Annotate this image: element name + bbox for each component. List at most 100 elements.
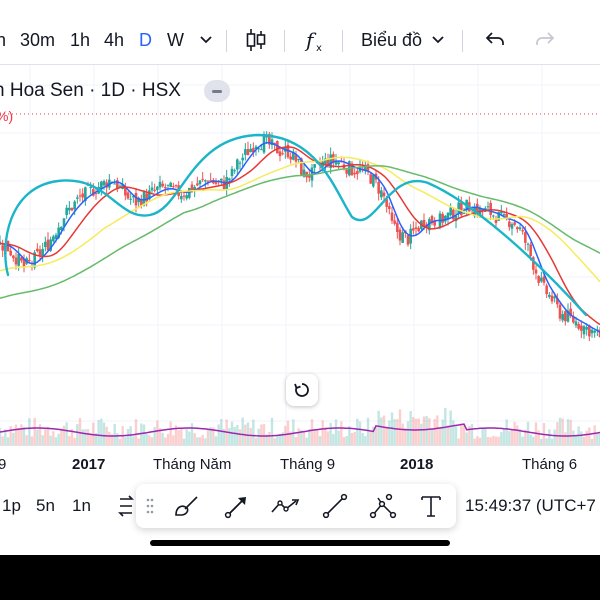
- clock[interactable]: 15:49:37 (UTC+7: [465, 496, 596, 515]
- volume-bar: [196, 437, 199, 445]
- time-label: Tháng 6: [522, 456, 578, 473]
- toolbar-divider: [462, 30, 463, 52]
- volume-bar: [30, 436, 34, 445]
- volume-bar: [270, 417, 274, 445]
- volume-bar: [54, 437, 58, 445]
- layout-button[interactable]: Biểu đồ: [361, 29, 422, 51]
- volume-bar: [276, 434, 279, 445]
- volume-bar: [108, 431, 111, 445]
- path-icon: [271, 499, 300, 513]
- head-and-shoulders-annotation[interactable]: [4, 133, 588, 317]
- volume-bar: [76, 424, 79, 445]
- redo-button[interactable]: [534, 28, 556, 55]
- reset-chart-button[interactable]: [286, 374, 318, 406]
- layout-dropdown[interactable]: [430, 28, 446, 55]
- volume-bar: [52, 431, 55, 445]
- candle-body: [204, 180, 207, 182]
- symbol-legend[interactable]: n Hoa Sen · 1D · HSX: [0, 80, 181, 101]
- volume-bar: [380, 417, 383, 445]
- drag-handle-icon[interactable]: [146, 498, 154, 514]
- candle-body: [198, 180, 202, 185]
- volume-bar: [254, 437, 258, 445]
- candle-body: [550, 295, 554, 302]
- timeframe-w[interactable]: W: [167, 30, 184, 50]
- time-label: Tháng Năm: [153, 456, 232, 473]
- volume-bar: [118, 438, 122, 445]
- candle-body: [308, 175, 311, 178]
- volume-bar: [286, 420, 290, 445]
- volume-bar: [398, 409, 402, 445]
- timeframe-4h[interactable]: 4h: [104, 30, 125, 50]
- volume-bar: [116, 433, 119, 445]
- range-button[interactable]: 5n: [36, 496, 55, 515]
- volume-bar: [361, 432, 364, 445]
- candle-body: [406, 235, 410, 245]
- volume-bar: [209, 427, 212, 445]
- time-axis[interactable]: 9 2017 Tháng Năm Tháng 9 2018 Tháng 6: [0, 445, 600, 484]
- volume-bar: [372, 426, 375, 445]
- candle-body: [476, 203, 479, 215]
- volume-bar: [12, 432, 15, 445]
- candle-body: [526, 243, 530, 245]
- volume-bar: [4, 429, 7, 445]
- volume-bar: [350, 432, 354, 445]
- candle-body: [265, 136, 268, 138]
- volume-bar: [22, 426, 26, 445]
- volume-bar: [20, 424, 23, 445]
- volume-bar: [358, 421, 362, 445]
- legend-collapse-button[interactable]: [204, 80, 230, 102]
- candle-body: [46, 239, 50, 251]
- volume-bar: [580, 431, 583, 445]
- timeframe-1h[interactable]: 1h: [70, 30, 91, 50]
- arrow-tool[interactable]: [222, 492, 252, 520]
- volume-bar: [145, 433, 148, 445]
- range-button[interactable]: 1n: [72, 496, 91, 515]
- undo-icon: [485, 32, 504, 45]
- candle-body: [137, 197, 140, 203]
- timeframe-partial[interactable]: n: [0, 30, 7, 50]
- range-button[interactable]: 1p: [2, 496, 21, 515]
- candle-body: [276, 141, 279, 154]
- volume-bar: [334, 419, 338, 445]
- candle-body: [324, 158, 327, 165]
- text-tool[interactable]: [416, 492, 446, 520]
- chart-screen: n 30m 1h 4h D W f x Biểu đồ: [0, 0, 600, 555]
- volume-bar: [412, 417, 415, 445]
- candle-body: [500, 211, 503, 214]
- chart-type-button[interactable]: [244, 26, 268, 59]
- candle-body: [300, 158, 303, 175]
- volume-bar: [492, 435, 495, 445]
- candle-body: [556, 297, 559, 305]
- volume-bar: [49, 435, 52, 445]
- timeframe-dropdown[interactable]: [198, 28, 214, 55]
- candle-body: [132, 196, 135, 198]
- candle-body: [452, 209, 455, 220]
- candle-body: [350, 163, 354, 176]
- path-tool[interactable]: [270, 492, 300, 520]
- candle-body: [129, 198, 132, 200]
- brush-tool[interactable]: [172, 492, 202, 520]
- drawing-toolbar: [136, 484, 456, 528]
- volume-bar: [462, 425, 466, 445]
- price-chart[interactable]: [0, 65, 600, 445]
- volume-bar: [364, 436, 367, 445]
- volume-bar: [441, 419, 444, 445]
- undo-button[interactable]: [484, 28, 506, 55]
- candle-body: [446, 212, 450, 219]
- volume-bar: [574, 435, 578, 445]
- trend-line-tool[interactable]: [320, 492, 350, 520]
- indicators-button[interactable]: f x: [304, 26, 328, 59]
- volume-bar: [249, 427, 252, 445]
- candle-body: [369, 174, 372, 184]
- candle-body: [94, 193, 98, 195]
- candle-body: [52, 236, 55, 242]
- timeframe-30m[interactable]: 30m: [20, 30, 56, 50]
- polyline-tool[interactable]: [368, 492, 398, 520]
- candle-body: [393, 220, 396, 224]
- volume-bar: [417, 418, 420, 445]
- candle-body: [542, 276, 546, 283]
- timeframe-d[interactable]: D: [139, 30, 152, 50]
- candle-body: [326, 159, 330, 166]
- candle-body: [377, 181, 380, 194]
- date-range-button[interactable]: [118, 493, 136, 524]
